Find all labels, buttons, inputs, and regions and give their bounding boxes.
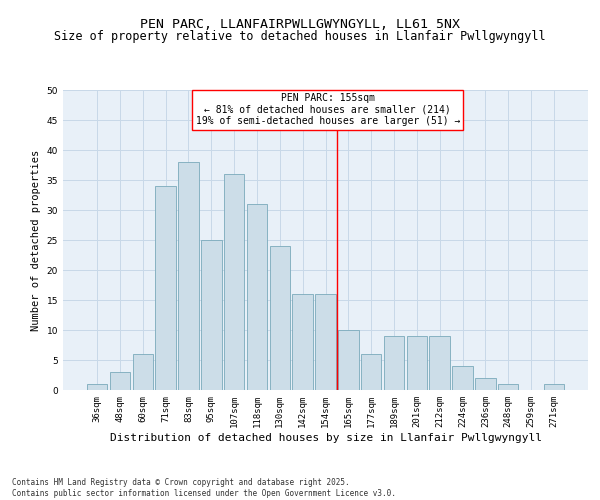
Bar [133,354,153,390]
Bar [201,240,221,390]
Bar [498,384,518,390]
Bar [407,336,427,390]
Bar [430,336,450,390]
Bar [247,204,267,390]
Bar [338,330,359,390]
Text: PEN PARC: 155sqm
← 81% of detached houses are smaller (214)
19% of semi-detached: PEN PARC: 155sqm ← 81% of detached house… [196,93,460,126]
Bar [315,294,336,390]
Bar [224,174,244,390]
Text: Contains HM Land Registry data © Crown copyright and database right 2025.
Contai: Contains HM Land Registry data © Crown c… [12,478,396,498]
Y-axis label: Number of detached properties: Number of detached properties [31,150,41,330]
X-axis label: Distribution of detached houses by size in Llanfair Pwllgwyngyll: Distribution of detached houses by size … [110,432,542,442]
Bar [155,186,176,390]
Bar [475,378,496,390]
Text: PEN PARC, LLANFAIRPWLLGWYNGYLL, LL61 5NX: PEN PARC, LLANFAIRPWLLGWYNGYLL, LL61 5NX [140,18,460,30]
Bar [269,246,290,390]
Bar [110,372,130,390]
Bar [178,162,199,390]
Bar [87,384,107,390]
Bar [452,366,473,390]
Bar [544,384,564,390]
Bar [292,294,313,390]
Text: Size of property relative to detached houses in Llanfair Pwllgwyngyll: Size of property relative to detached ho… [54,30,546,43]
Bar [384,336,404,390]
Bar [361,354,382,390]
